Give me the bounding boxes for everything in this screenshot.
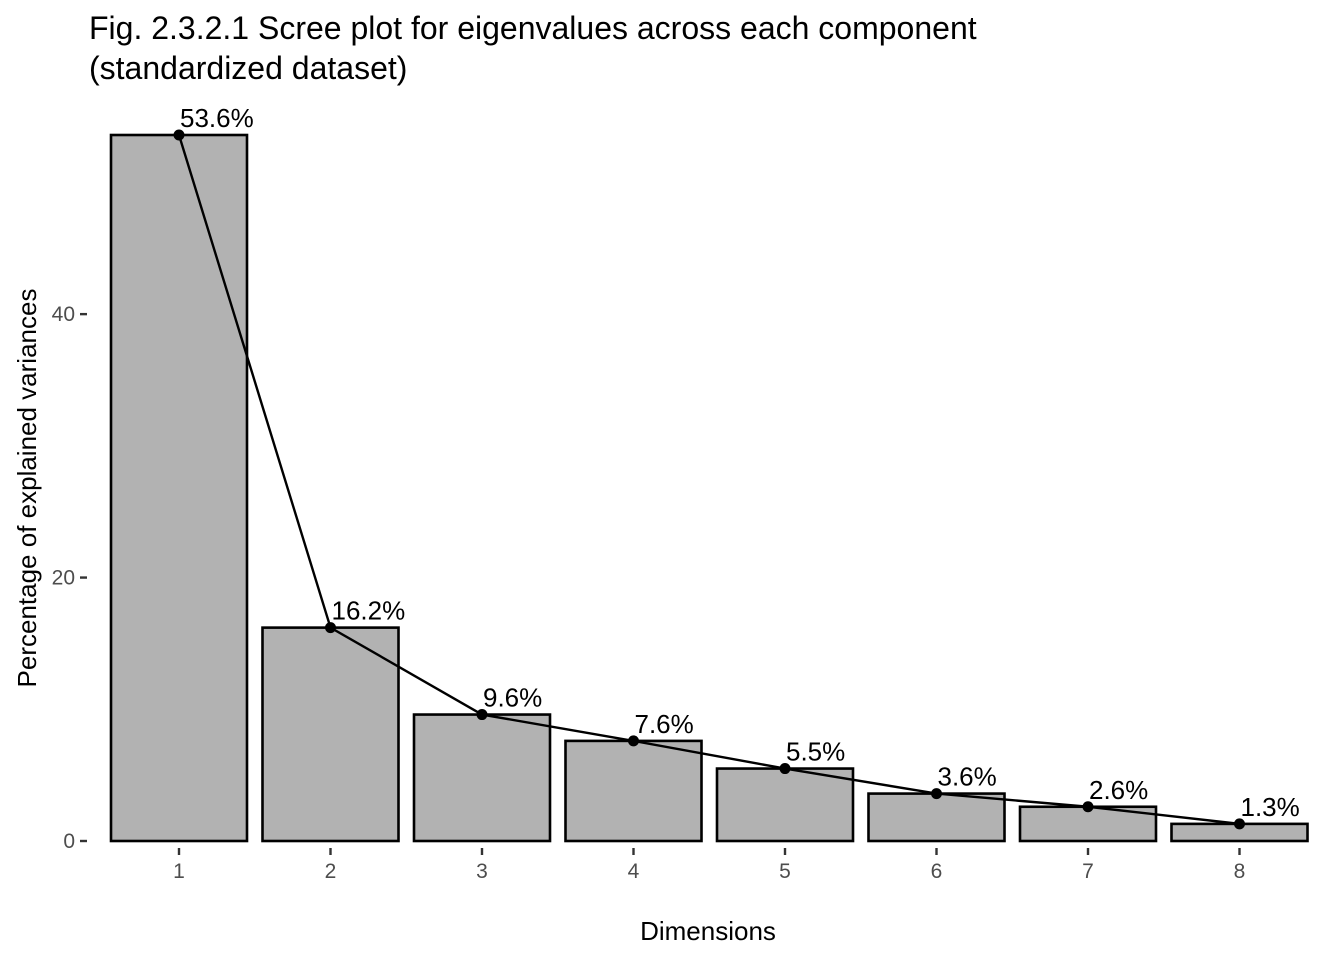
y-tick-label-40: 40 — [52, 303, 75, 326]
data-labels-layer: 53.6% 16.2% 9.6% 7.6% 5.5% 3.6% 2.6% 1.3% — [180, 103, 1300, 822]
point-4 — [628, 735, 639, 747]
data-label-3: 9.6% — [483, 683, 542, 713]
x-tick-label-3: 3 — [476, 860, 488, 883]
point-6 — [931, 788, 942, 800]
bar-2 — [261, 626, 400, 843]
chart-title-line-2: (standardized dataset) — [89, 50, 407, 86]
y-axis-title: Percentage of explained variances — [12, 289, 42, 688]
data-label-2: 16.2% — [332, 596, 406, 626]
x-tick-label-6: 6 — [931, 860, 943, 883]
point-3 — [476, 709, 488, 721]
plot-area: 53.6% 16.2% 9.6% 7.6% 5.5% 3.6% 2.6% 1.3% — [109, 103, 1309, 843]
point-5 — [779, 763, 791, 775]
bar-5 — [715, 767, 855, 843]
points-layer — [173, 129, 1245, 830]
data-label-8: 1.3% — [1241, 792, 1300, 822]
bar-3 — [412, 713, 552, 843]
data-label-1: 53.6% — [180, 103, 254, 133]
line-layer — [177, 134, 1240, 826]
y-tick-label-20: 20 — [52, 567, 75, 590]
point-1 — [173, 129, 185, 141]
data-label-5: 5.5% — [786, 737, 845, 767]
x-tick-label-5: 5 — [779, 860, 791, 883]
data-label-4: 7.6% — [635, 709, 694, 739]
trend-line — [177, 134, 1240, 826]
x-axis: 1 2 3 4 5 6 7 8 — [173, 848, 1245, 883]
y-axis: 0 20 40 — [52, 303, 87, 853]
point-8 — [1234, 818, 1245, 830]
bars-layer — [109, 133, 1309, 843]
x-tick-label-4: 4 — [628, 860, 640, 883]
chart-title-line-1: Fig. 2.3.2.1 Scree plot for eigenvalues … — [89, 10, 977, 46]
point-7 — [1082, 801, 1094, 813]
y-tick-label-0: 0 — [63, 830, 75, 853]
data-label-7: 2.6% — [1089, 775, 1148, 805]
x-tick-label-1: 1 — [173, 860, 185, 883]
bar-6 — [867, 792, 1006, 843]
point-2 — [325, 622, 336, 634]
x-tick-label-8: 8 — [1234, 860, 1246, 883]
bar-1 — [109, 133, 249, 843]
data-label-6: 3.6% — [938, 762, 997, 792]
bar-4 — [564, 739, 703, 843]
x-tick-label-2: 2 — [325, 860, 337, 883]
x-axis-title: Dimensions — [640, 916, 776, 946]
x-tick-label-7: 7 — [1082, 860, 1094, 883]
